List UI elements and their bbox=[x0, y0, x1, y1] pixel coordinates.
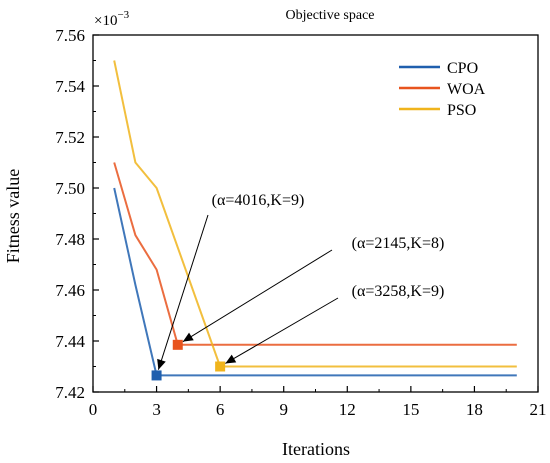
y-tick-label: 7.52 bbox=[55, 128, 85, 147]
series-marker-cpo bbox=[151, 370, 162, 381]
y-tick-label: 7.48 bbox=[55, 230, 85, 249]
series-layer bbox=[113, 60, 517, 381]
series-marker-woa bbox=[172, 339, 183, 350]
annotation-label-woa: (α=2145,K=8) bbox=[352, 235, 445, 252]
series-line-pso bbox=[113, 60, 517, 368]
annotation-arrow-cpo bbox=[157, 214, 209, 370]
legend-label-cpo: CPO bbox=[447, 60, 478, 77]
annotation-arrowhead-woa bbox=[182, 332, 194, 342]
x-tick-label: 18 bbox=[466, 400, 483, 419]
annotation-arrowhead-pso bbox=[225, 354, 237, 364]
x-tick-label: 9 bbox=[279, 400, 288, 419]
x-tick-label: 12 bbox=[339, 400, 356, 419]
y-multiplier: ×10−3 bbox=[94, 9, 130, 29]
x-tick-label: 15 bbox=[402, 400, 419, 419]
series-marker-pso bbox=[215, 361, 226, 372]
annotation-arrow-pso bbox=[225, 297, 339, 364]
annotation-label-pso: (α=3258,K=9) bbox=[352, 283, 445, 300]
axes: 0 3 6 9 12 15 18 21 7.42 7.44 7.46 7.48 7.50 7.52 7.54… bbox=[55, 26, 546, 419]
x-tick-label: 3 bbox=[152, 400, 161, 419]
annotation-arrowhead-cpo bbox=[157, 358, 166, 370]
series-line-woa bbox=[113, 162, 517, 346]
y-tick-label: 7.46 bbox=[55, 281, 85, 300]
legend: CPO WOA PSO bbox=[399, 60, 486, 119]
annotation-arrow-woa bbox=[182, 249, 333, 343]
chart-title: Objective space bbox=[285, 8, 374, 23]
annotation-layer: (α=4016,K=9) (α=2145,K=8) (α=3258,K=9) bbox=[157, 192, 444, 370]
legend-label-pso: PSO bbox=[447, 102, 476, 119]
y-tick-label: 7.56 bbox=[55, 26, 85, 45]
y-tick-label: 7.50 bbox=[55, 179, 85, 198]
x-axis-label: Iterations bbox=[282, 439, 350, 459]
x-tick-label: 0 bbox=[89, 400, 98, 419]
x-tick-label: 21 bbox=[530, 400, 547, 419]
x-tick-label: 6 bbox=[216, 400, 225, 419]
y-tick-label: 7.54 bbox=[55, 77, 85, 96]
series-line-cpo bbox=[113, 187, 517, 377]
annotation-label-cpo: (α=4016,K=9) bbox=[212, 192, 305, 209]
legend-label-woa: WOA bbox=[447, 81, 486, 98]
y-tick-label: 7.42 bbox=[55, 383, 85, 402]
y-tick-label: 7.44 bbox=[55, 332, 85, 351]
y-axis-label: Fitness value bbox=[3, 169, 23, 264]
